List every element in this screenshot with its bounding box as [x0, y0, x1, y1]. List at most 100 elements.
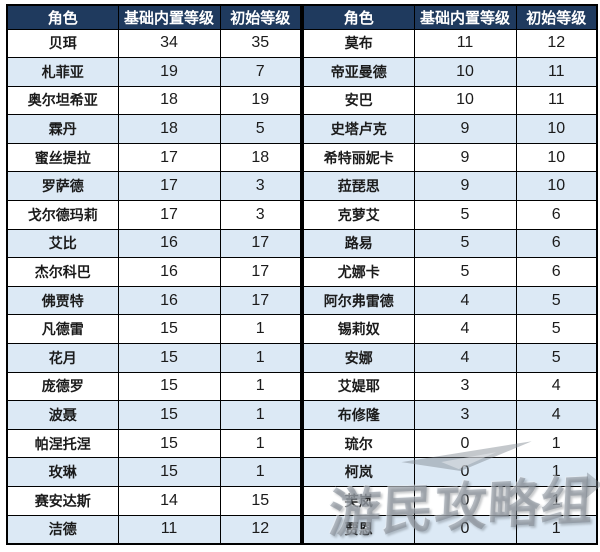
initial-level-cell: 17 — [219, 285, 302, 316]
character-name-cell: 安娜 — [302, 343, 415, 373]
column-header: 基础内置等级 — [413, 4, 517, 30]
column-header: 初始等级 — [219, 4, 302, 30]
header-row: 角色 基础内置等级 初始等级 — [302, 4, 598, 30]
column-header: 角色 — [302, 4, 415, 30]
table-row: 庞德罗 15 1 — [6, 371, 302, 402]
initial-level-cell: 10 — [515, 142, 598, 173]
base-level-cell: 4 — [413, 285, 517, 316]
character-name-cell: 戈尔德玛莉 — [6, 200, 119, 230]
table-row: 琉尔 0 1 — [302, 428, 598, 459]
base-level-cell: 15 — [117, 371, 221, 402]
base-level-cell: 4 — [413, 314, 517, 345]
table-row: 路易 5 6 — [302, 228, 598, 259]
table-row: 花月 15 1 — [6, 343, 302, 373]
base-level-cell: 11 — [413, 28, 517, 59]
initial-level-cell: 19 — [219, 85, 302, 116]
character-name-cell: 佛贾特 — [6, 285, 119, 316]
character-name-cell: 贾恩 — [302, 514, 415, 545]
table-row: 佛贾特 16 17 — [6, 285, 302, 316]
initial-level-cell: 5 — [515, 343, 598, 373]
initial-level-cell: 1 — [219, 400, 302, 430]
character-name-cell: 琉尔 — [302, 428, 415, 459]
table-row: 赛安达斯 14 15 — [6, 486, 302, 516]
character-name-cell: 芙岚 — [302, 486, 415, 516]
table-row: 希特丽妮卡 9 10 — [302, 142, 598, 173]
base-level-cell: 16 — [117, 257, 221, 287]
initial-level-cell: 6 — [515, 200, 598, 230]
table-row: 霖丹 18 5 — [6, 114, 302, 144]
character-name-cell: 克萝艾 — [302, 200, 415, 230]
table-row: 帝亚曼德 10 11 — [302, 57, 598, 87]
character-name-cell: 艾比 — [6, 228, 119, 259]
initial-level-cell: 1 — [515, 514, 598, 545]
initial-level-cell: 10 — [515, 114, 598, 144]
base-level-cell: 16 — [117, 228, 221, 259]
table-row: 戈尔德玛莉 17 3 — [6, 200, 302, 230]
character-name-cell: 希特丽妮卡 — [302, 142, 415, 173]
character-name-cell: 莫布 — [302, 28, 415, 59]
base-level-cell: 14 — [117, 486, 221, 516]
table-row: 柯岚 0 1 — [302, 457, 598, 487]
base-level-cell: 15 — [117, 400, 221, 430]
base-level-cell: 0 — [413, 457, 517, 487]
initial-level-cell: 17 — [219, 257, 302, 287]
initial-level-cell: 10 — [515, 171, 598, 202]
initial-level-cell: 1 — [515, 428, 598, 459]
base-level-cell: 0 — [413, 486, 517, 516]
character-name-cell: 花月 — [6, 343, 119, 373]
base-level-cell: 19 — [117, 57, 221, 87]
base-level-cell: 10 — [413, 85, 517, 116]
character-name-cell: 贝珥 — [6, 28, 119, 59]
character-name-cell: 菈琵思 — [302, 171, 415, 202]
table-row: 安娜 4 5 — [302, 343, 598, 373]
column-header: 初始等级 — [515, 4, 598, 30]
initial-level-cell: 1 — [219, 343, 302, 373]
table-row: 阿尔弗雷德 4 5 — [302, 285, 598, 316]
initial-level-cell: 11 — [515, 85, 598, 116]
base-level-cell: 16 — [117, 285, 221, 316]
initial-level-cell: 5 — [219, 114, 302, 144]
character-name-cell: 布修隆 — [302, 400, 415, 430]
base-level-cell: 9 — [413, 114, 517, 144]
table-row: 贝珥 34 35 — [6, 28, 302, 59]
character-name-cell: 杰尔科巴 — [6, 257, 119, 287]
base-level-cell: 4 — [413, 343, 517, 373]
table-row: 尤娜卡 5 6 — [302, 257, 598, 287]
character-name-cell: 阿尔弗雷德 — [302, 285, 415, 316]
base-level-cell: 17 — [117, 171, 221, 202]
character-name-cell: 波聂 — [6, 400, 119, 430]
character-name-cell: 帕涅托涅 — [6, 428, 119, 459]
character-name-cell: 尤娜卡 — [302, 257, 415, 287]
table-row: 克萝艾 5 6 — [302, 200, 598, 230]
initial-level-cell: 1 — [219, 371, 302, 402]
initial-level-cell: 1 — [219, 457, 302, 487]
character-name-cell: 蜜丝提拉 — [6, 142, 119, 173]
table-row: 安巴 10 11 — [302, 85, 598, 116]
character-name-cell: 庞德罗 — [6, 371, 119, 402]
table-row: 凡德雷 15 1 — [6, 314, 302, 345]
character-name-cell: 路易 — [302, 228, 415, 259]
base-level-cell: 10 — [413, 57, 517, 87]
column-header: 角色 — [6, 4, 119, 30]
base-level-cell: 5 — [413, 200, 517, 230]
initial-level-cell: 18 — [219, 142, 302, 173]
base-level-cell: 9 — [413, 171, 517, 202]
table-row: 锡莉奴 4 5 — [302, 314, 598, 345]
character-name-cell: 奥尔坦希亚 — [6, 85, 119, 116]
character-name-cell: 凡德雷 — [6, 314, 119, 345]
base-level-cell: 5 — [413, 257, 517, 287]
column-header: 基础内置等级 — [117, 4, 221, 30]
table-row: 波聂 15 1 — [6, 400, 302, 430]
initial-level-cell: 1 — [515, 486, 598, 516]
table-row: 札菲亚 19 7 — [6, 57, 302, 87]
table-row: 史塔卢克 9 10 — [302, 114, 598, 144]
initial-level-cell: 35 — [219, 28, 302, 59]
character-name-cell: 札菲亚 — [6, 57, 119, 87]
base-level-cell: 11 — [117, 514, 221, 545]
initial-level-cell: 6 — [515, 257, 598, 287]
character-name-cell: 霖丹 — [6, 114, 119, 144]
initial-level-cell: 12 — [515, 28, 598, 59]
character-name-cell: 洁德 — [6, 514, 119, 545]
